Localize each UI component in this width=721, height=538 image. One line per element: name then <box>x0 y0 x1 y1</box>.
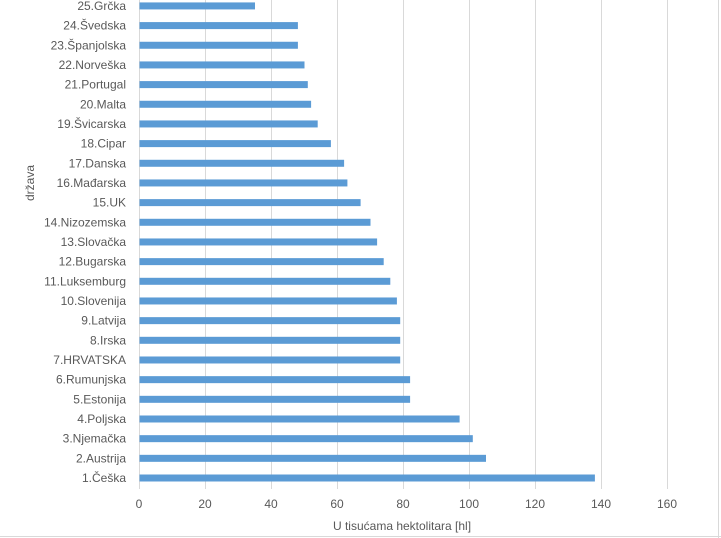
bar <box>139 159 345 167</box>
category-label: 21.Portugal <box>65 78 126 92</box>
bar <box>139 336 401 344</box>
y-axis-label: država <box>23 165 37 201</box>
x-tick-label: 80 <box>396 497 410 511</box>
category-label: 7.HRVATSKA <box>53 353 126 367</box>
bar <box>139 179 348 187</box>
bar <box>139 22 298 30</box>
bar <box>139 415 460 423</box>
bar <box>139 435 473 443</box>
x-axis-label: U tisućama hektolitara [hl] <box>333 519 471 533</box>
category-label: 9.Latvija <box>81 314 126 328</box>
category-label: 25.Grčka <box>77 0 126 13</box>
category-label: 14.Nizozemska <box>44 215 126 229</box>
bar <box>139 81 308 89</box>
category-labels: 1.Češka 2.Austrija 3.Njemačka 4.Poljska 5.Es… <box>44 0 126 485</box>
bar <box>139 258 384 266</box>
category-label: 5.Estonija <box>73 392 126 406</box>
x-tick-label: 40 <box>264 497 278 511</box>
bar <box>139 61 305 69</box>
category-label: 1.Češka <box>82 470 126 485</box>
bar <box>139 474 595 482</box>
x-tick-label: 160 <box>657 497 677 511</box>
category-label: 6.Rumunjska <box>56 373 126 387</box>
category-label: 11.Luksemburg <box>44 274 126 288</box>
bar <box>139 376 411 384</box>
category-label: 18.Cipar <box>81 137 126 151</box>
x-tick-label: 0 <box>136 497 143 511</box>
category-label: 12.Bugarska <box>59 255 127 269</box>
bar <box>139 199 361 207</box>
bar <box>139 297 397 305</box>
bar <box>139 41 298 49</box>
category-label: 24.Švedska <box>63 18 126 33</box>
category-label: 10.Slovenija <box>61 294 127 308</box>
category-label: 8.Irska <box>90 333 126 347</box>
bar <box>139 454 486 462</box>
bar <box>139 140 331 148</box>
bar <box>139 317 401 325</box>
bar <box>139 277 391 285</box>
category-label: 2.Austrija <box>76 451 126 465</box>
category-label: 17.Danska <box>69 156 127 170</box>
bar <box>139 100 312 108</box>
chart-border-right <box>718 0 719 538</box>
category-label: 22.Norveška <box>59 58 127 72</box>
bars <box>139 2 595 482</box>
chart-border-bottom <box>0 536 721 537</box>
x-tick-label: 100 <box>459 497 479 511</box>
bar <box>139 218 371 226</box>
category-label: 15.UK <box>93 196 126 210</box>
category-label: 20.Malta <box>80 97 126 111</box>
category-label: 13.Slovačka <box>61 235 127 249</box>
x-tick-label: 120 <box>525 497 545 511</box>
category-label: 19.Švicarska <box>57 116 126 131</box>
x-tick-label: 20 <box>198 497 212 511</box>
x-tick-label: 140 <box>591 497 611 511</box>
bar <box>139 2 255 10</box>
category-label: 23.Španjolska <box>51 37 127 52</box>
x-tick-label: 60 <box>330 497 344 511</box>
bar <box>139 120 318 128</box>
category-label: 16.Mađarska <box>57 176 127 190</box>
bar <box>139 356 401 364</box>
category-label: 3.Njemačka <box>63 432 127 446</box>
x-tick-labels: 0 20 40 60 80 100 120 140 160 <box>136 497 678 511</box>
category-label: 4.Poljska <box>77 412 126 426</box>
bar <box>139 238 378 246</box>
bar <box>139 395 411 403</box>
